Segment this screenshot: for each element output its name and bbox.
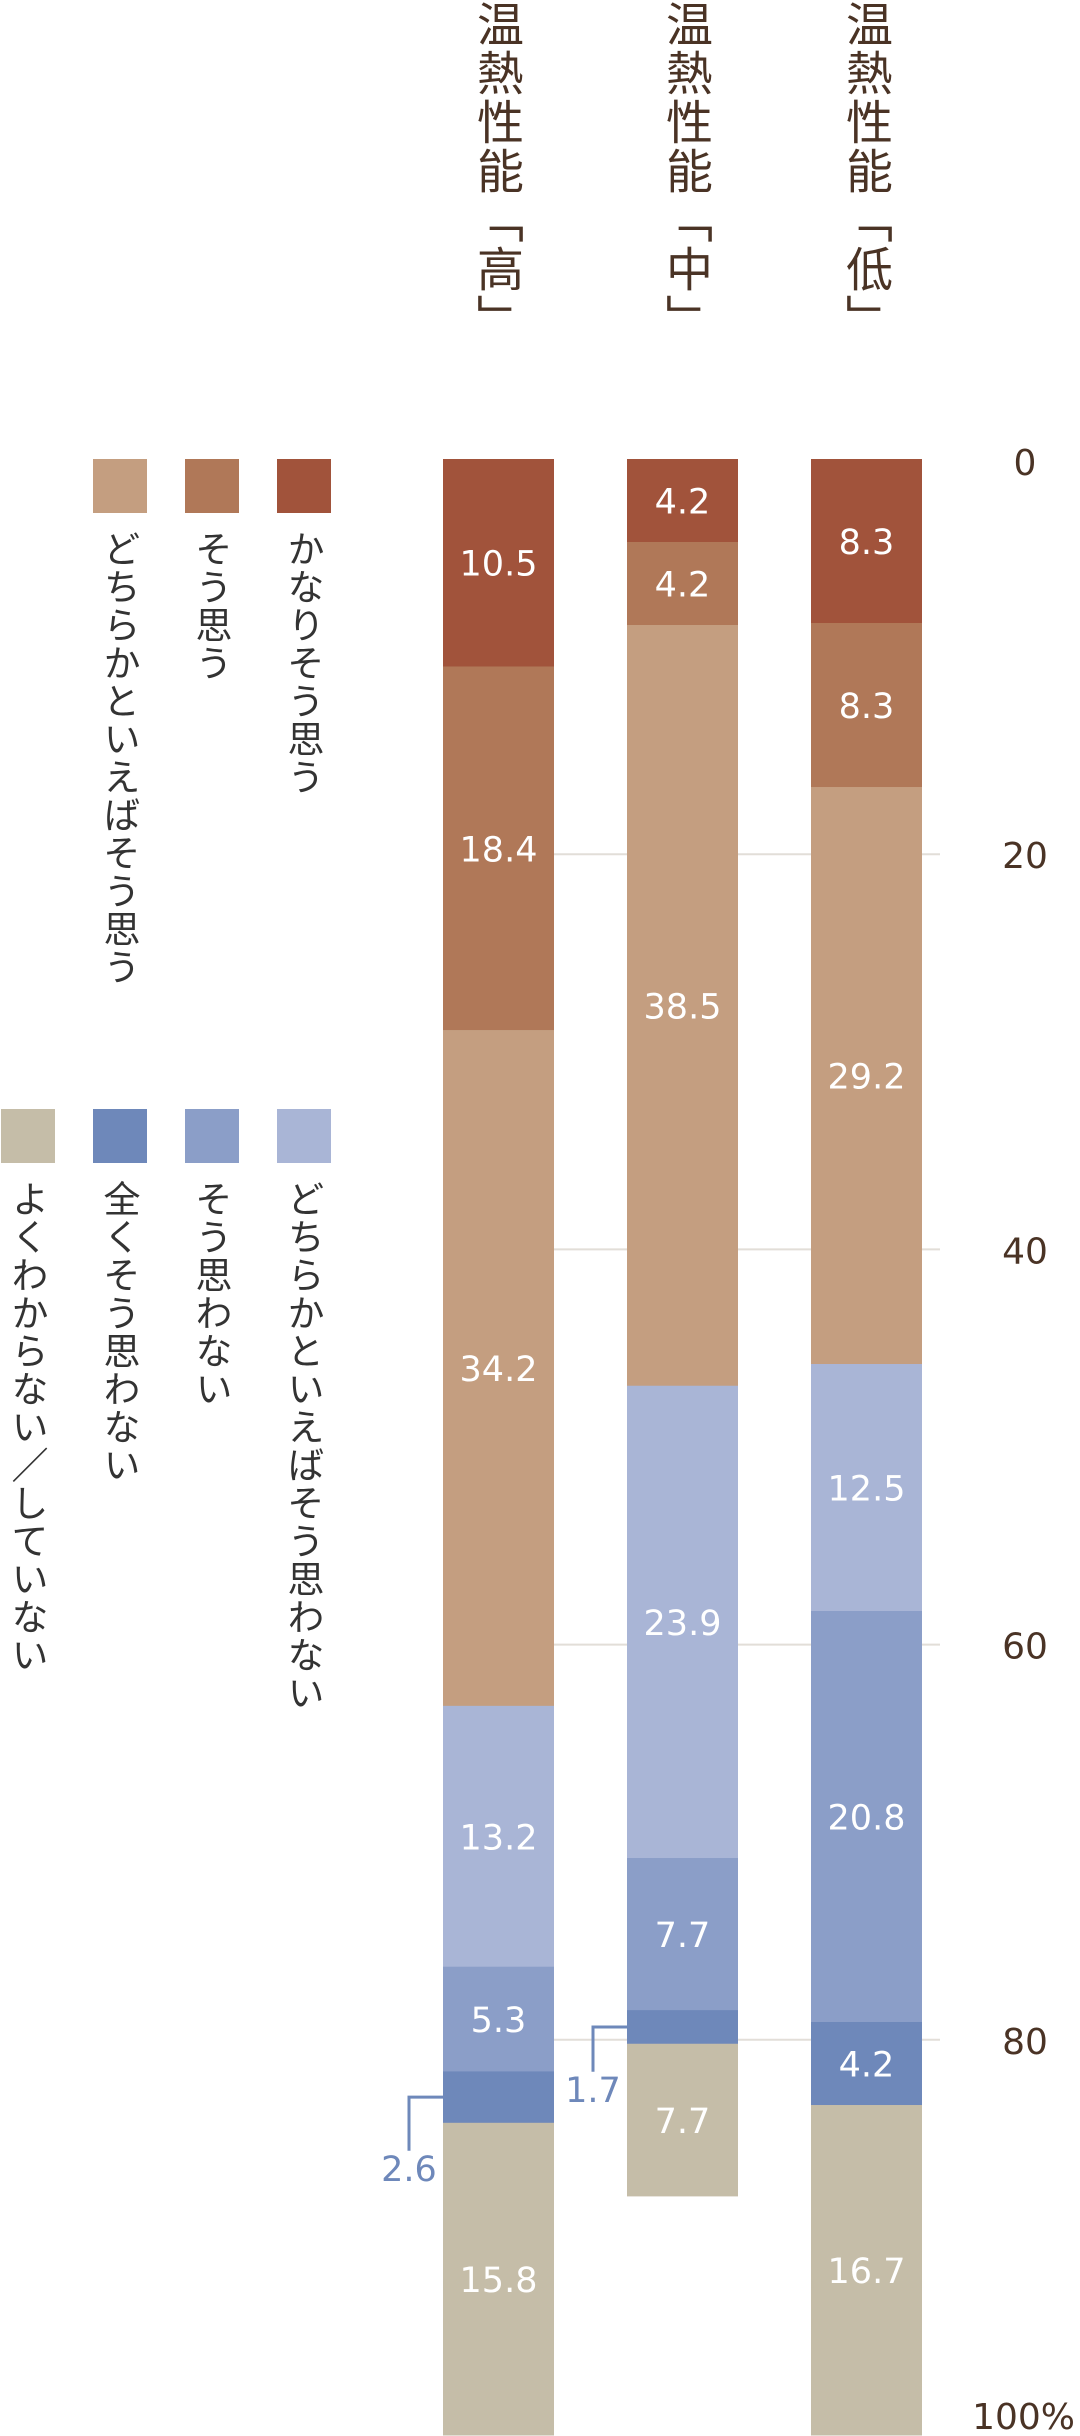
bar-segment [443,2122,554,2436]
data-label: 38.5 [644,987,722,1027]
legend-swatch [277,1109,331,1163]
bar-segment [627,624,738,1387]
bars: 10.5 18.4 34.2 13.2 5.3 2.6 15.8 4.2 4.2 38.5 23.9… [381,459,922,2436]
legend-swatch [1,1109,55,1163]
data-label-outside: 1.7 [565,2071,621,2111]
legend-label-dochira-sou: どちらかといえばそう思う [97,530,140,986]
legend-swatch [93,1109,147,1163]
y-tick-label: 100% [972,2397,1075,2436]
y-tick-label: 20 [1002,836,1048,877]
data-label: 20.8 [828,1799,906,1839]
bar-segment [627,2010,738,2045]
data-label: 34.2 [460,1350,538,1390]
legend-swatch [93,459,147,513]
bar-segment [811,623,922,788]
bar-segment [627,541,738,626]
bar-segment [627,1385,738,1859]
data-label: 5.3 [471,2001,527,2041]
legend-label-dochira-sowanai: どちらかといえばそう思わない [281,1180,324,1712]
data-label: 23.9 [644,1604,722,1644]
data-label: 4.2 [655,565,711,605]
legend-label-mattaku: 全くそう思わない [97,1180,140,1484]
data-label: 8.3 [839,523,895,563]
bar-segment [811,1611,922,2023]
bar-title-mid: 温熱性能「中」 [657,0,712,343]
callout-line [407,2095,443,2151]
bar-segment [811,459,922,624]
data-label: 16.7 [828,2252,906,2292]
bar-segment [443,2071,554,2124]
legend-label-kanari: かなりそう思う [281,530,324,796]
data-label-outside: 2.6 [381,2150,437,2190]
bar-segment [811,2022,922,2106]
legend-label-sou: そう思う [189,530,232,682]
data-label: 7.7 [655,2102,711,2142]
y-tick-label: 40 [1002,1231,1048,1272]
bar-title-high: 温熱性能「高」 [468,0,523,343]
data-label: 12.5 [828,1470,906,1510]
legend-label-sowanai: そう思わない [189,1180,232,1408]
data-label: 10.5 [460,545,538,585]
data-label: 15.8 [460,2261,538,2301]
bar-segment [443,666,554,1031]
bar-segment [443,459,554,667]
bar-segment [627,2043,738,2197]
bar-segment [443,1030,554,1707]
bar-segment [811,787,922,1365]
bar-segment [811,2105,922,2436]
data-label: 4.2 [655,482,711,522]
bar-segment [627,459,738,543]
data-label: 13.2 [460,1818,538,1858]
data-label: 8.3 [839,687,895,727]
legend-swatch [185,1109,239,1163]
bar-segment [627,1858,738,2011]
data-label: 7.7 [655,1916,711,1956]
y-tick-label: 0 [1014,443,1037,484]
legend-swatch [277,459,331,513]
y-tick-label: 80 [1002,2022,1048,2063]
legend-label-wakaranai: よくわからない／していない [5,1180,48,1674]
data-label: 4.2 [839,2046,895,2086]
data-label: 29.2 [828,1058,906,1098]
bar-segment [443,1966,554,2072]
bar-title-low: 温熱性能「低」 [837,0,892,343]
bar-segment [443,1705,554,1968]
y-axis-ticks: 0 20 40 60 80 100% [972,443,1075,2436]
bar-segment [811,1364,922,1612]
legend-swatches [1,459,331,1163]
legend-swatch [185,459,239,513]
y-tick-label: 60 [1002,1627,1048,1668]
data-label: 18.4 [460,830,538,870]
callout-line [591,2025,627,2072]
